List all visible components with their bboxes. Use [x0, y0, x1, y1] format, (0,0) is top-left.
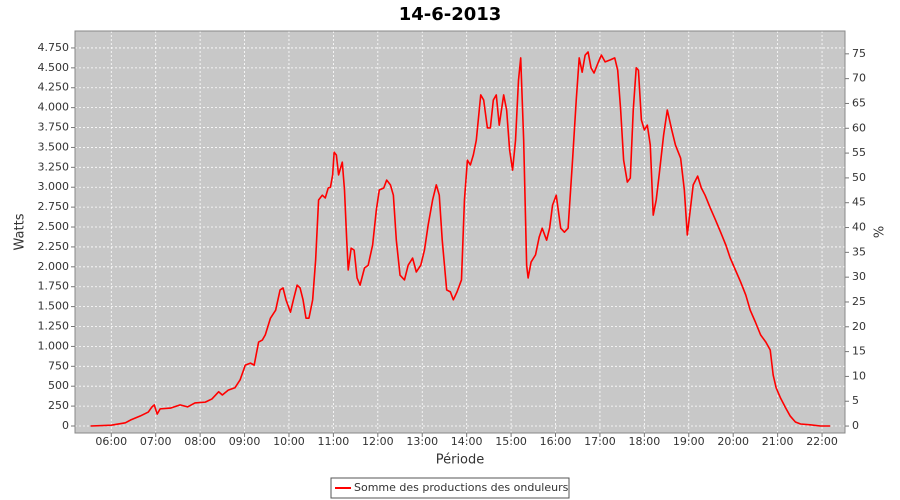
- x-tick-label: 21:00: [762, 435, 794, 448]
- y2-tick-label: 75: [852, 47, 866, 60]
- y2-tick-label: 20: [852, 320, 866, 333]
- y2-tick-label: 15: [852, 345, 866, 358]
- y-tick-label: 4.750: [38, 41, 70, 54]
- x-tick-label: 10:00: [273, 435, 305, 448]
- legend-box: [330, 477, 570, 499]
- y-tick-label: 4.500: [38, 61, 70, 74]
- y2-tick-label: 55: [852, 146, 866, 159]
- y-axis-title: Watts: [13, 213, 28, 250]
- y-tick-label: 2.750: [38, 200, 70, 213]
- x-tick-label: 22:00: [806, 435, 838, 448]
- x-tick-label: 16:00: [540, 435, 572, 448]
- y-tick-label: 2.500: [38, 220, 70, 233]
- y-tick-label: 3.500: [38, 140, 70, 153]
- x-tick-label: 18:00: [629, 435, 661, 448]
- y-tick-label: 3.000: [38, 180, 70, 193]
- x-tick-label: 07:00: [140, 435, 172, 448]
- y2-tick-label: 70: [852, 72, 866, 85]
- y2-tick-label: 30: [852, 270, 866, 283]
- x-tick-label: 14:00: [451, 435, 483, 448]
- x-tick-label: 12:00: [362, 435, 394, 448]
- y-tick-label: 1.250: [38, 320, 70, 333]
- y-tick-label: 4.250: [38, 81, 70, 94]
- plot-border: [74, 30, 846, 434]
- y2-tick-label: 65: [852, 96, 866, 109]
- plot-area: [75, 31, 845, 433]
- y-tick-label: 3.750: [38, 121, 70, 134]
- y2-tick-label: 50: [852, 171, 866, 184]
- y-tick-label: 2.250: [38, 240, 70, 253]
- y-tick-label: 1.750: [38, 280, 70, 293]
- y-tick-label: 4.000: [38, 101, 70, 114]
- y2-tick-label: 45: [852, 196, 866, 209]
- y2-axis-title: %: [873, 226, 888, 238]
- line-series: [90, 51, 831, 427]
- y2-tick-label: 40: [852, 221, 866, 234]
- x-tick-label: 17:00: [584, 435, 616, 448]
- y-tick-label: 2.000: [38, 260, 70, 273]
- y-tick-label: 0: [62, 419, 69, 432]
- y-tick-label: 1.500: [38, 300, 70, 313]
- legend-label: Somme des productions des onduleurs: [354, 481, 569, 494]
- y-tick-label: 250: [48, 399, 69, 412]
- y2-tick-label: 25: [852, 295, 866, 308]
- x-tick-label: 11:00: [318, 435, 350, 448]
- y2-tick-label: 35: [852, 245, 866, 258]
- x-tick-label: 19:00: [673, 435, 705, 448]
- y-tick-label: 750: [48, 359, 69, 372]
- x-tick-label: 09:00: [229, 435, 261, 448]
- x-tick-label: 08:00: [184, 435, 216, 448]
- x-tick-label: 06:00: [95, 435, 127, 448]
- x-tick-label: 15:00: [495, 435, 527, 448]
- y2-tick-label: 60: [852, 121, 866, 134]
- x-tick-label: 13:00: [406, 435, 438, 448]
- y-tick-label: 500: [48, 379, 69, 392]
- y2-tick-label: 5: [852, 394, 859, 407]
- chart-title: 14-6-2013: [399, 4, 502, 25]
- x-axis-title: Période: [436, 453, 485, 468]
- y-tick-label: 3.250: [38, 160, 70, 173]
- x-tick-label: 20:00: [717, 435, 749, 448]
- y2-tick-label: 10: [852, 369, 866, 382]
- y2-tick-label: 0: [852, 419, 859, 432]
- y-tick-label: 1.000: [38, 339, 70, 352]
